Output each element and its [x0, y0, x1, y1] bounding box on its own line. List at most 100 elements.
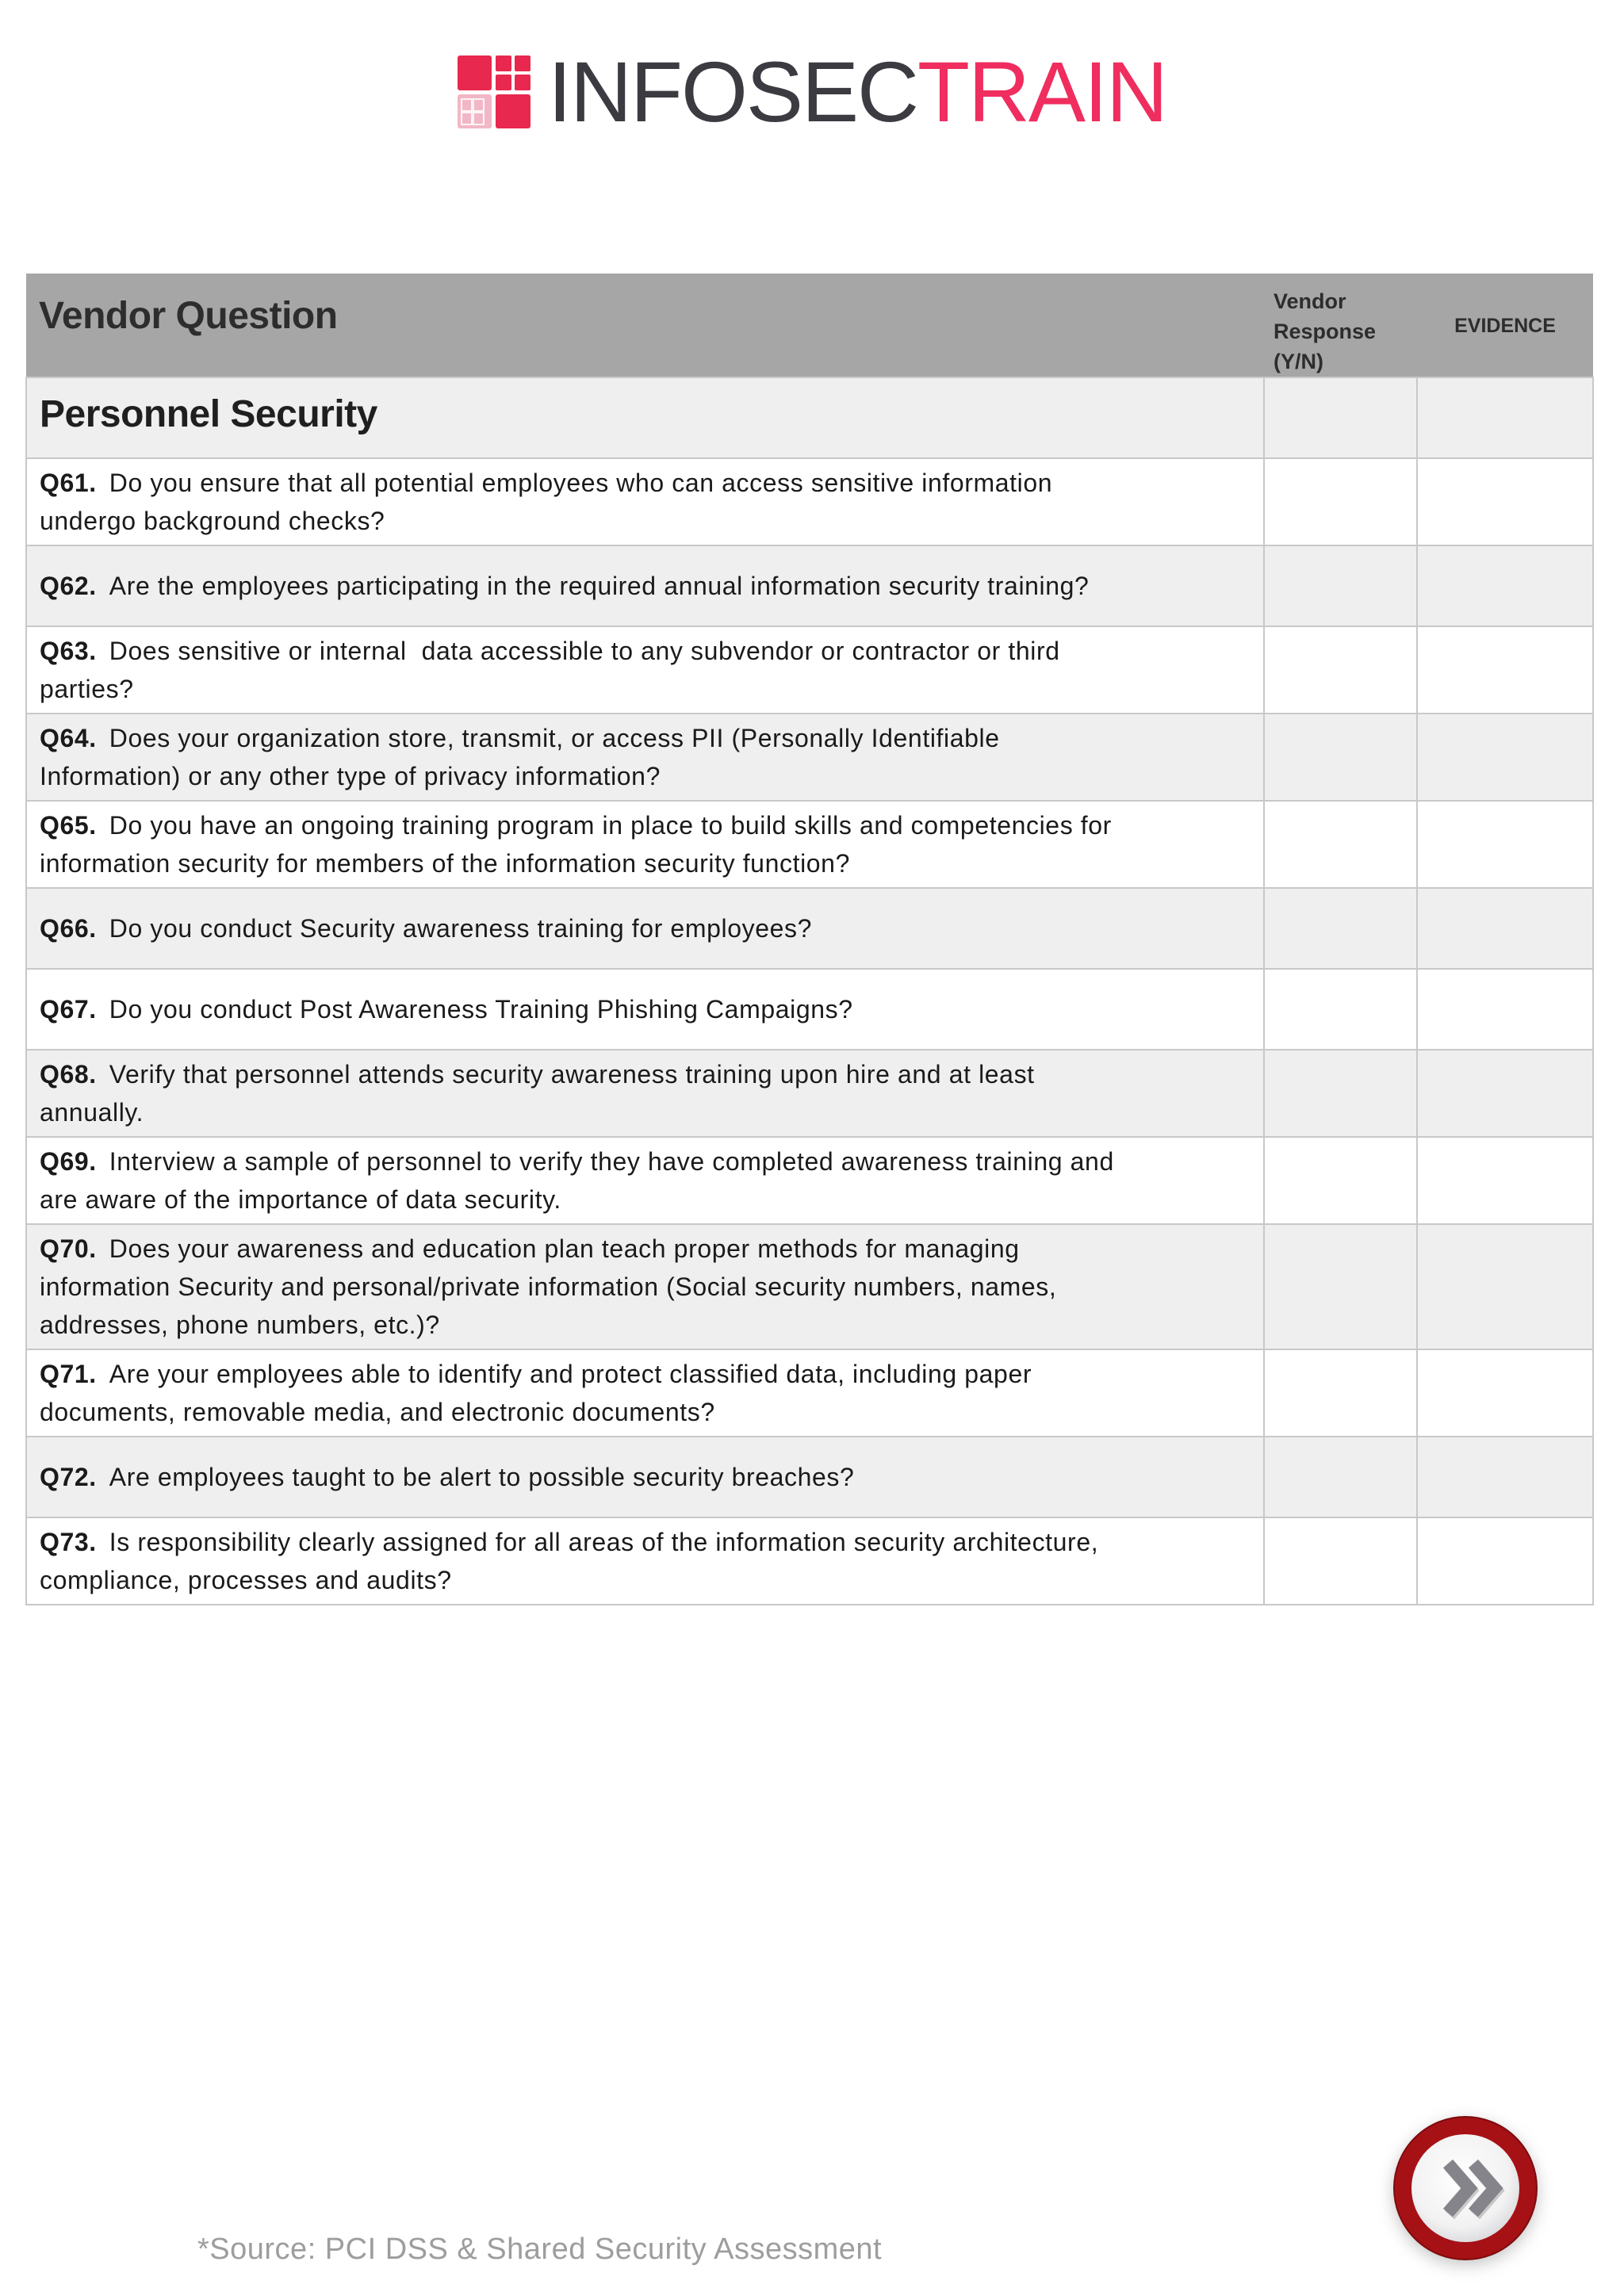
response-cell — [1263, 377, 1418, 459]
next-page-button[interactable] — [1390, 2113, 1541, 2263]
question-number: Q69. — [40, 1147, 97, 1176]
logo-square-top-left — [457, 55, 492, 90]
question-text: Do you conduct Security awareness traini… — [109, 914, 812, 943]
response-cell — [1263, 800, 1418, 889]
evidence-cell — [1416, 1517, 1594, 1605]
response-cell — [1263, 1136, 1418, 1225]
question-text: Does your organization store, transmit, … — [40, 724, 1008, 790]
response-cell — [1263, 887, 1418, 970]
question-number: Q68. — [40, 1060, 97, 1089]
logo-text-train: TRAIN — [917, 44, 1168, 140]
question-row: Q66. Do you conduct Security awareness tr… — [25, 887, 1594, 970]
evidence-cell — [1416, 377, 1594, 459]
question-cell: Q65. Do you have an ongoing training prog… — [25, 800, 1265, 889]
evidence-cell — [1416, 1349, 1594, 1437]
question-text: Verify that personnel attends security a… — [40, 1060, 1043, 1127]
response-cell — [1263, 1517, 1418, 1605]
logo-square-bottom-left — [457, 94, 492, 128]
question-row: Q65. Do you have an ongoing training prog… — [25, 800, 1594, 889]
question-row: Q63. Does sensitive or internal data acce… — [25, 626, 1594, 714]
evidence-cell — [1416, 1436, 1594, 1518]
response-cell — [1263, 545, 1418, 627]
column-header-vendor-question: Vendor Question — [26, 274, 1264, 377]
response-cell — [1263, 457, 1418, 546]
evidence-cell — [1416, 800, 1594, 889]
question-number: Q65. — [40, 811, 97, 840]
question-cell: Q62. Are the employees participating in t… — [25, 545, 1265, 627]
section-row: Personnel Security — [25, 377, 1594, 459]
double-chevron-right-icon — [1393, 2116, 1538, 2260]
question-cell: Q69. Interview a sample of personnel to v… — [25, 1136, 1265, 1225]
question-text: Interview a sample of personnel to verif… — [40, 1147, 1122, 1214]
question-number: Q67. — [40, 995, 97, 1024]
question-number: Q62. — [40, 572, 97, 600]
evidence-cell — [1416, 713, 1594, 802]
question-cell: Q70. Does your awareness and education pl… — [25, 1223, 1265, 1350]
evidence-cell — [1416, 545, 1594, 627]
question-row: Q70. Does your awareness and education pl… — [25, 1223, 1594, 1350]
question-text: Do you have an ongoing training program … — [40, 811, 1120, 878]
question-row: Q69. Interview a sample of personnel to v… — [25, 1136, 1594, 1225]
question-number: Q70. — [40, 1234, 97, 1263]
question-row: Q72. Are employees taught to be alert to … — [25, 1436, 1594, 1518]
response-cell — [1263, 713, 1418, 802]
question-row: Q67. Do you conduct Post Awareness Traini… — [25, 968, 1594, 1050]
response-cell — [1263, 968, 1418, 1050]
question-cell: Q73. Is responsibility clearly assigned f… — [25, 1517, 1265, 1605]
question-cell: Q63. Does sensitive or internal data acce… — [25, 626, 1265, 714]
question-number: Q71. — [40, 1360, 97, 1388]
question-number: Q72. — [40, 1463, 97, 1491]
evidence-cell — [1416, 1223, 1594, 1350]
question-cell: Q68. Verify that personnel attends securi… — [25, 1049, 1265, 1138]
response-cell — [1263, 1349, 1418, 1437]
question-number: Q73. — [40, 1528, 97, 1556]
section-title: Personnel Security — [25, 377, 1265, 459]
question-text: Are the employees participating in the r… — [109, 572, 1090, 600]
question-cell: Q64. Does your organization store, transm… — [25, 713, 1265, 802]
question-row: Q61. Do you ensure that all potential emp… — [25, 457, 1594, 546]
logo-square-top-right — [496, 55, 530, 90]
question-text: Are your employees able to identify and … — [40, 1360, 1040, 1426]
logo-square-bottom-right — [496, 94, 530, 128]
evidence-cell — [1416, 887, 1594, 970]
evidence-cell — [1416, 626, 1594, 714]
question-number: Q66. — [40, 914, 97, 943]
question-text: Does your awareness and education plan t… — [40, 1234, 1064, 1339]
column-header-evidence: EVIDENCE — [1417, 274, 1593, 377]
question-number: Q64. — [40, 724, 97, 752]
response-cell — [1263, 1436, 1418, 1518]
question-number: Q61. — [40, 469, 97, 497]
infosectrain-logo: INFOSECTRAIN — [0, 49, 1624, 135]
evidence-cell — [1416, 968, 1594, 1050]
evidence-cell — [1416, 1136, 1594, 1225]
question-cell: Q61. Do you ensure that all potential emp… — [25, 457, 1265, 546]
question-row: Q68. Verify that personnel attends securi… — [25, 1049, 1594, 1138]
question-text: Does sensitive or internal data accessib… — [40, 637, 1068, 703]
question-text: Do you ensure that all potential employe… — [40, 469, 1060, 535]
question-cell: Q66. Do you conduct Security awareness tr… — [25, 887, 1265, 970]
response-cell — [1263, 1223, 1418, 1350]
question-cell: Q71. Are your employees able to identify … — [25, 1349, 1265, 1437]
column-header-vendor-response: Vendor Response (Y/N) — [1264, 274, 1417, 377]
evidence-cell — [1416, 457, 1594, 546]
response-cell — [1263, 1049, 1418, 1138]
question-row: Q73. Is responsibility clearly assigned f… — [25, 1517, 1594, 1605]
table-header-row: Vendor Question Vendor Response (Y/N) EV… — [26, 274, 1593, 377]
question-cell: Q67. Do you conduct Post Awareness Traini… — [25, 968, 1265, 1050]
evidence-cell — [1416, 1049, 1594, 1138]
infosectrain-logo-mark-icon — [457, 55, 530, 128]
question-row: Q62. Are the employees participating in t… — [25, 545, 1594, 627]
question-cell: Q72. Are employees taught to be alert to … — [25, 1436, 1265, 1518]
logo-wordmark: INFOSECTRAIN — [548, 49, 1168, 135]
question-row: Q64. Does your organization store, transm… — [25, 713, 1594, 802]
response-cell — [1263, 626, 1418, 714]
question-row: Q71. Are your employees able to identify … — [25, 1349, 1594, 1437]
logo-text-infosec: INFOSEC — [547, 44, 919, 140]
question-number: Q63. — [40, 637, 97, 665]
question-text: Are employees taught to be alert to poss… — [109, 1463, 855, 1491]
vendor-question-table: Vendor Question Vendor Response (Y/N) EV… — [25, 274, 1594, 1605]
question-text: Do you conduct Post Awareness Training P… — [109, 995, 853, 1024]
source-note: *Source: PCI DSS & Shared Security Asses… — [197, 2233, 883, 2266]
question-text: Is responsibility clearly assigned for a… — [40, 1528, 1106, 1594]
